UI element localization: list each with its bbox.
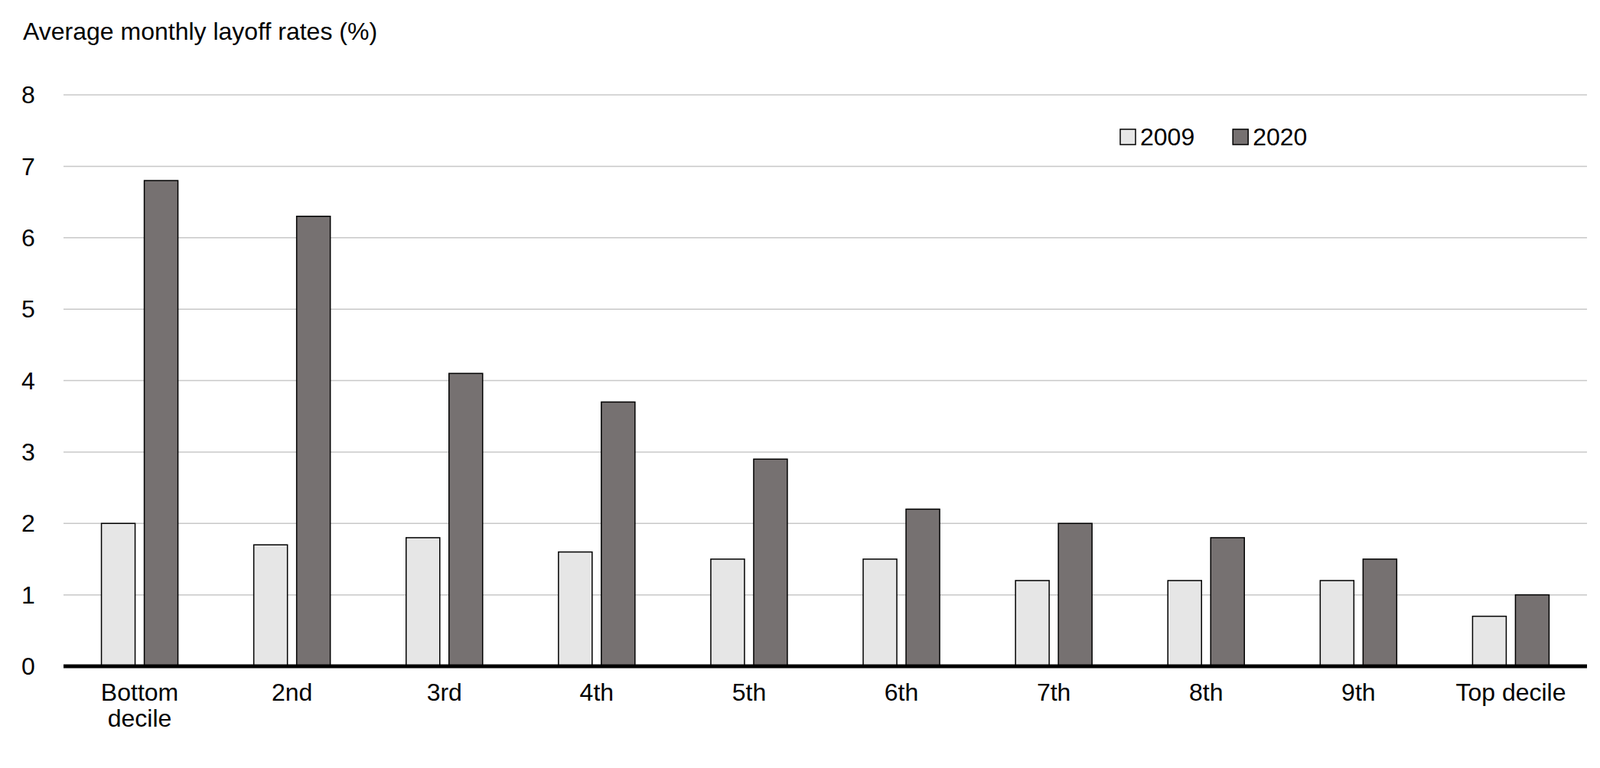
grid-line xyxy=(63,380,1587,382)
x-tick-label: Bottomdecile xyxy=(101,678,179,733)
grid-line xyxy=(63,594,1587,597)
legend: 2009 2020 xyxy=(1120,123,1307,151)
bar xyxy=(1319,580,1354,667)
bar xyxy=(449,373,483,667)
bar xyxy=(101,523,136,667)
x-tick-label: 3rd xyxy=(426,678,463,707)
grid-line xyxy=(63,523,1587,525)
bar xyxy=(601,402,636,667)
grid-line xyxy=(63,237,1587,239)
bar xyxy=(1015,580,1050,667)
x-tick-label: 7th xyxy=(1036,678,1071,707)
x-tick-label: 5th xyxy=(732,678,766,707)
bar xyxy=(1058,523,1092,667)
bar xyxy=(863,559,897,667)
y-tick-label: 7 xyxy=(21,153,36,181)
bar xyxy=(296,216,331,667)
x-axis-line xyxy=(63,664,1587,669)
bar xyxy=(254,544,288,667)
grid-line xyxy=(63,451,1587,453)
bar xyxy=(1472,616,1506,667)
y-tick-label: 0 xyxy=(21,652,36,681)
chart-svg: Average monthly layoff rates (%) 0 1 2 3 4 5 6 7… xyxy=(0,0,1600,768)
grid-line xyxy=(63,166,1587,168)
y-tick-label: 6 xyxy=(21,224,36,252)
bar xyxy=(1210,537,1245,667)
x-tick-label: 6th xyxy=(884,678,919,707)
y-tick-label: 2 xyxy=(21,509,36,538)
y-axis-label: Average monthly layoff rates (%) xyxy=(22,17,378,46)
bar xyxy=(753,459,788,667)
bar xyxy=(905,509,940,667)
bar xyxy=(1362,559,1397,667)
y-tick-label: 4 xyxy=(21,367,36,395)
y-tick-label: 1 xyxy=(21,581,36,610)
bar xyxy=(1515,595,1549,667)
y-tick-label: 5 xyxy=(21,295,36,323)
bars xyxy=(101,180,1550,667)
x-tick-label: Top decile xyxy=(1455,678,1566,707)
legend-label: 2020 xyxy=(1252,123,1307,151)
grid-line xyxy=(63,308,1587,310)
x-tick-label: 9th xyxy=(1341,678,1376,707)
bar xyxy=(710,559,745,667)
chart-container: Average monthly layoff rates (%) 0 1 2 3 4 5 6 7… xyxy=(0,0,1600,768)
grid-line xyxy=(63,94,1587,96)
x-tick-label: 2nd xyxy=(271,678,313,707)
legend-swatch xyxy=(1232,129,1249,145)
bar xyxy=(144,180,179,667)
bar xyxy=(1167,580,1202,667)
bar xyxy=(406,537,440,667)
legend-label: 2009 xyxy=(1140,123,1195,151)
y-tick-label: 3 xyxy=(21,438,36,466)
x-tick-label: 8th xyxy=(1189,678,1223,707)
y-tick-label: 8 xyxy=(21,81,36,109)
legend-swatch xyxy=(1120,129,1136,145)
bar xyxy=(558,552,593,667)
x-tick-label: 4th xyxy=(580,678,614,707)
